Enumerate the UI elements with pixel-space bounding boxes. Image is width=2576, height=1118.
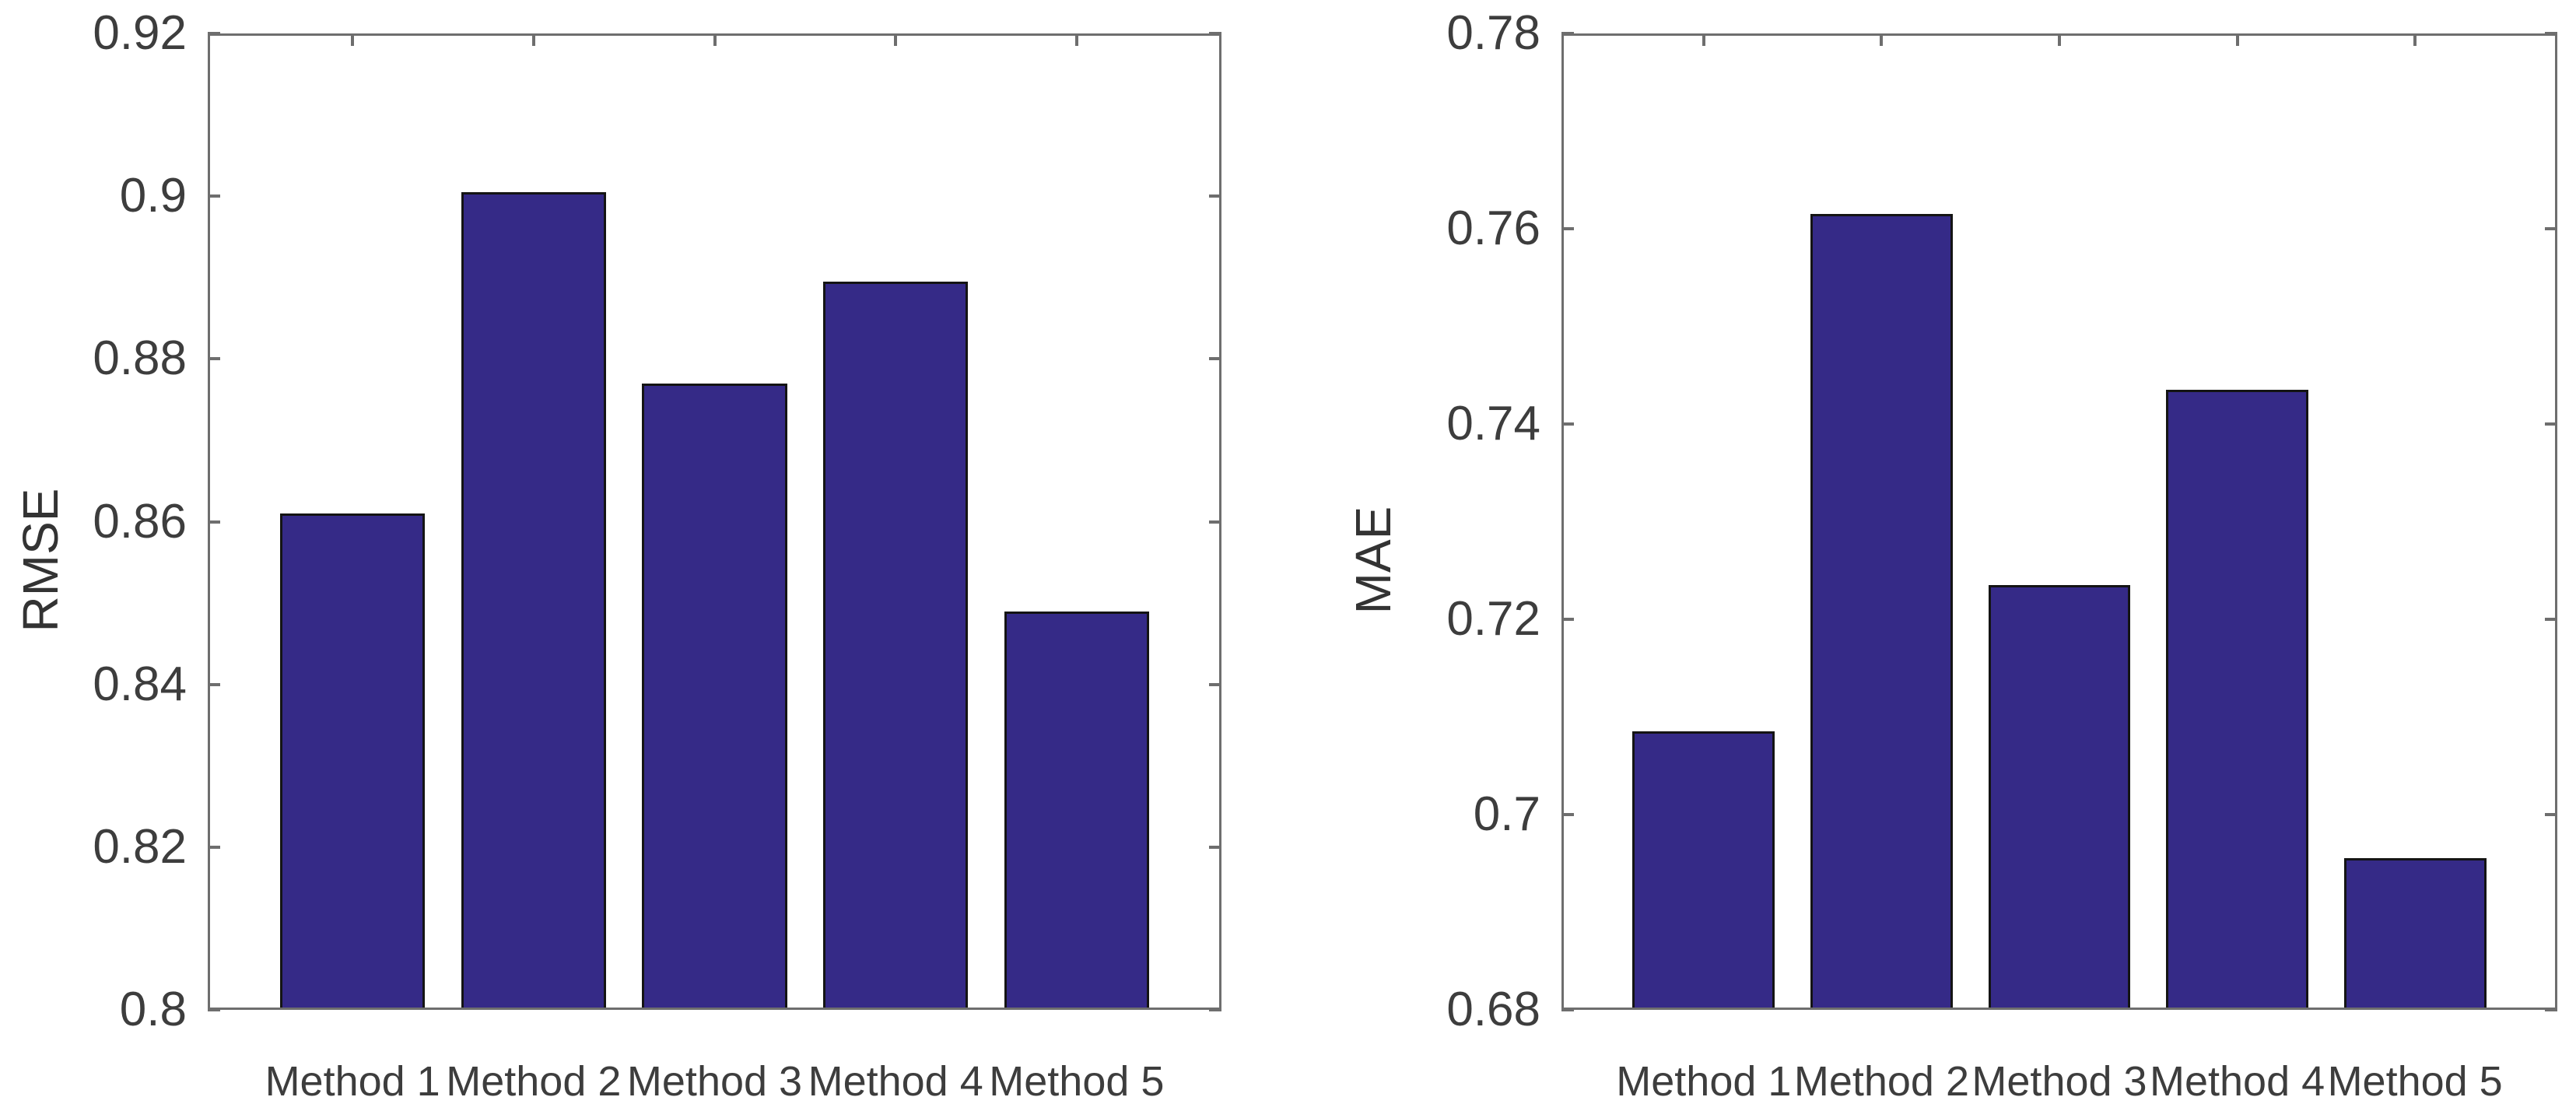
x-tick-label: Method 2: [446, 1058, 622, 1105]
x-tick-top: [2235, 33, 2239, 46]
y-tick-left: [208, 195, 220, 198]
y-tick-label: 0.7: [1473, 787, 1540, 841]
y-tick-left: [1561, 32, 1574, 35]
y-tick-left: [1561, 227, 1574, 230]
x-tick-top: [2413, 33, 2417, 46]
y-tick-left: [208, 32, 220, 35]
y-tick-right: [1209, 845, 1221, 849]
bar-method-2: [461, 191, 606, 1010]
x-tick-label: Method 3: [626, 1058, 803, 1105]
y-tick-right: [2545, 422, 2557, 426]
y-tick-right: [1209, 520, 1221, 524]
y-tick-label: 0.78: [1446, 6, 1540, 60]
x-tick-label: Method 1: [265, 1058, 440, 1105]
y-tick-right: [1209, 357, 1221, 361]
y-tick-right: [2545, 618, 2557, 621]
bar-method-1: [280, 513, 426, 1010]
y-tick-right: [1209, 682, 1221, 686]
y-tick-label: 0.8: [119, 983, 187, 1036]
x-tick-top: [894, 33, 898, 46]
y-tick-left: [208, 682, 220, 686]
bar-method-2: [1810, 214, 1953, 1010]
y-tick-label: 0.68: [1446, 983, 1540, 1036]
y-tick-label: 0.76: [1446, 202, 1540, 255]
x-tick-label: Method 5: [2327, 1058, 2503, 1105]
bar-method-5: [2343, 858, 2487, 1010]
y-tick-label: 0.86: [93, 494, 187, 548]
bar-method-1: [1632, 731, 1775, 1010]
y-tick-label: 0.72: [1446, 592, 1540, 646]
rmse-plot-area: 0.8 0.82 0.84 0.86 0.88 0.9 0.92 Method 1 Method…: [93, 8, 1221, 1105]
y-tick-left: [1561, 618, 1574, 621]
y-tick-label: 0.9: [119, 169, 187, 223]
y-tick-right: [2545, 32, 2557, 35]
x-tick-label: Method 1: [1616, 1058, 1792, 1105]
y-tick-left: [208, 845, 220, 849]
x-tick-top: [531, 33, 535, 46]
y-tick-left: [208, 357, 220, 361]
y-tick-right: [1209, 195, 1221, 198]
x-tick-top: [713, 33, 717, 46]
y-tick-label: 0.74: [1446, 397, 1540, 450]
x-tick-label: Method 3: [1971, 1058, 2147, 1105]
bar-method-4: [2166, 390, 2308, 1010]
y-tick-right: [1209, 1008, 1221, 1011]
x-tick-top: [1074, 33, 1078, 46]
y-tick-label: 0.92: [93, 6, 187, 60]
y-tick-left: [1561, 813, 1574, 816]
y-tick-label: 0.88: [93, 331, 187, 386]
x-tick-top: [1880, 33, 1884, 46]
y-tick-right: [2545, 813, 2557, 816]
x-tick-label: Method 4: [808, 1058, 983, 1105]
x-tick-top: [2058, 33, 2061, 46]
y-tick-left: [1561, 1008, 1574, 1011]
x-tick-top: [1702, 33, 1705, 46]
bar-method-3: [1988, 585, 2131, 1010]
x-tick-label: Method 2: [1793, 1058, 1969, 1105]
bar-method-3: [642, 383, 787, 1010]
bar-method-5: [1004, 611, 1149, 1010]
y-tick-right: [2545, 227, 2557, 230]
y-tick-right: [1209, 32, 1221, 35]
y-tick-right: [2545, 1008, 2557, 1011]
bar-method-4: [823, 281, 969, 1010]
x-tick-label: Method 5: [989, 1058, 1165, 1105]
y-tick-label: 0.82: [93, 819, 187, 874]
x-tick-label: Method 4: [2149, 1058, 2325, 1105]
y-tick-left: [1561, 422, 1574, 426]
y-tick-label: 0.84: [93, 657, 187, 711]
x-tick-top: [351, 33, 355, 46]
y-tick-left: [208, 1008, 220, 1011]
y-tick-left: [208, 520, 220, 524]
